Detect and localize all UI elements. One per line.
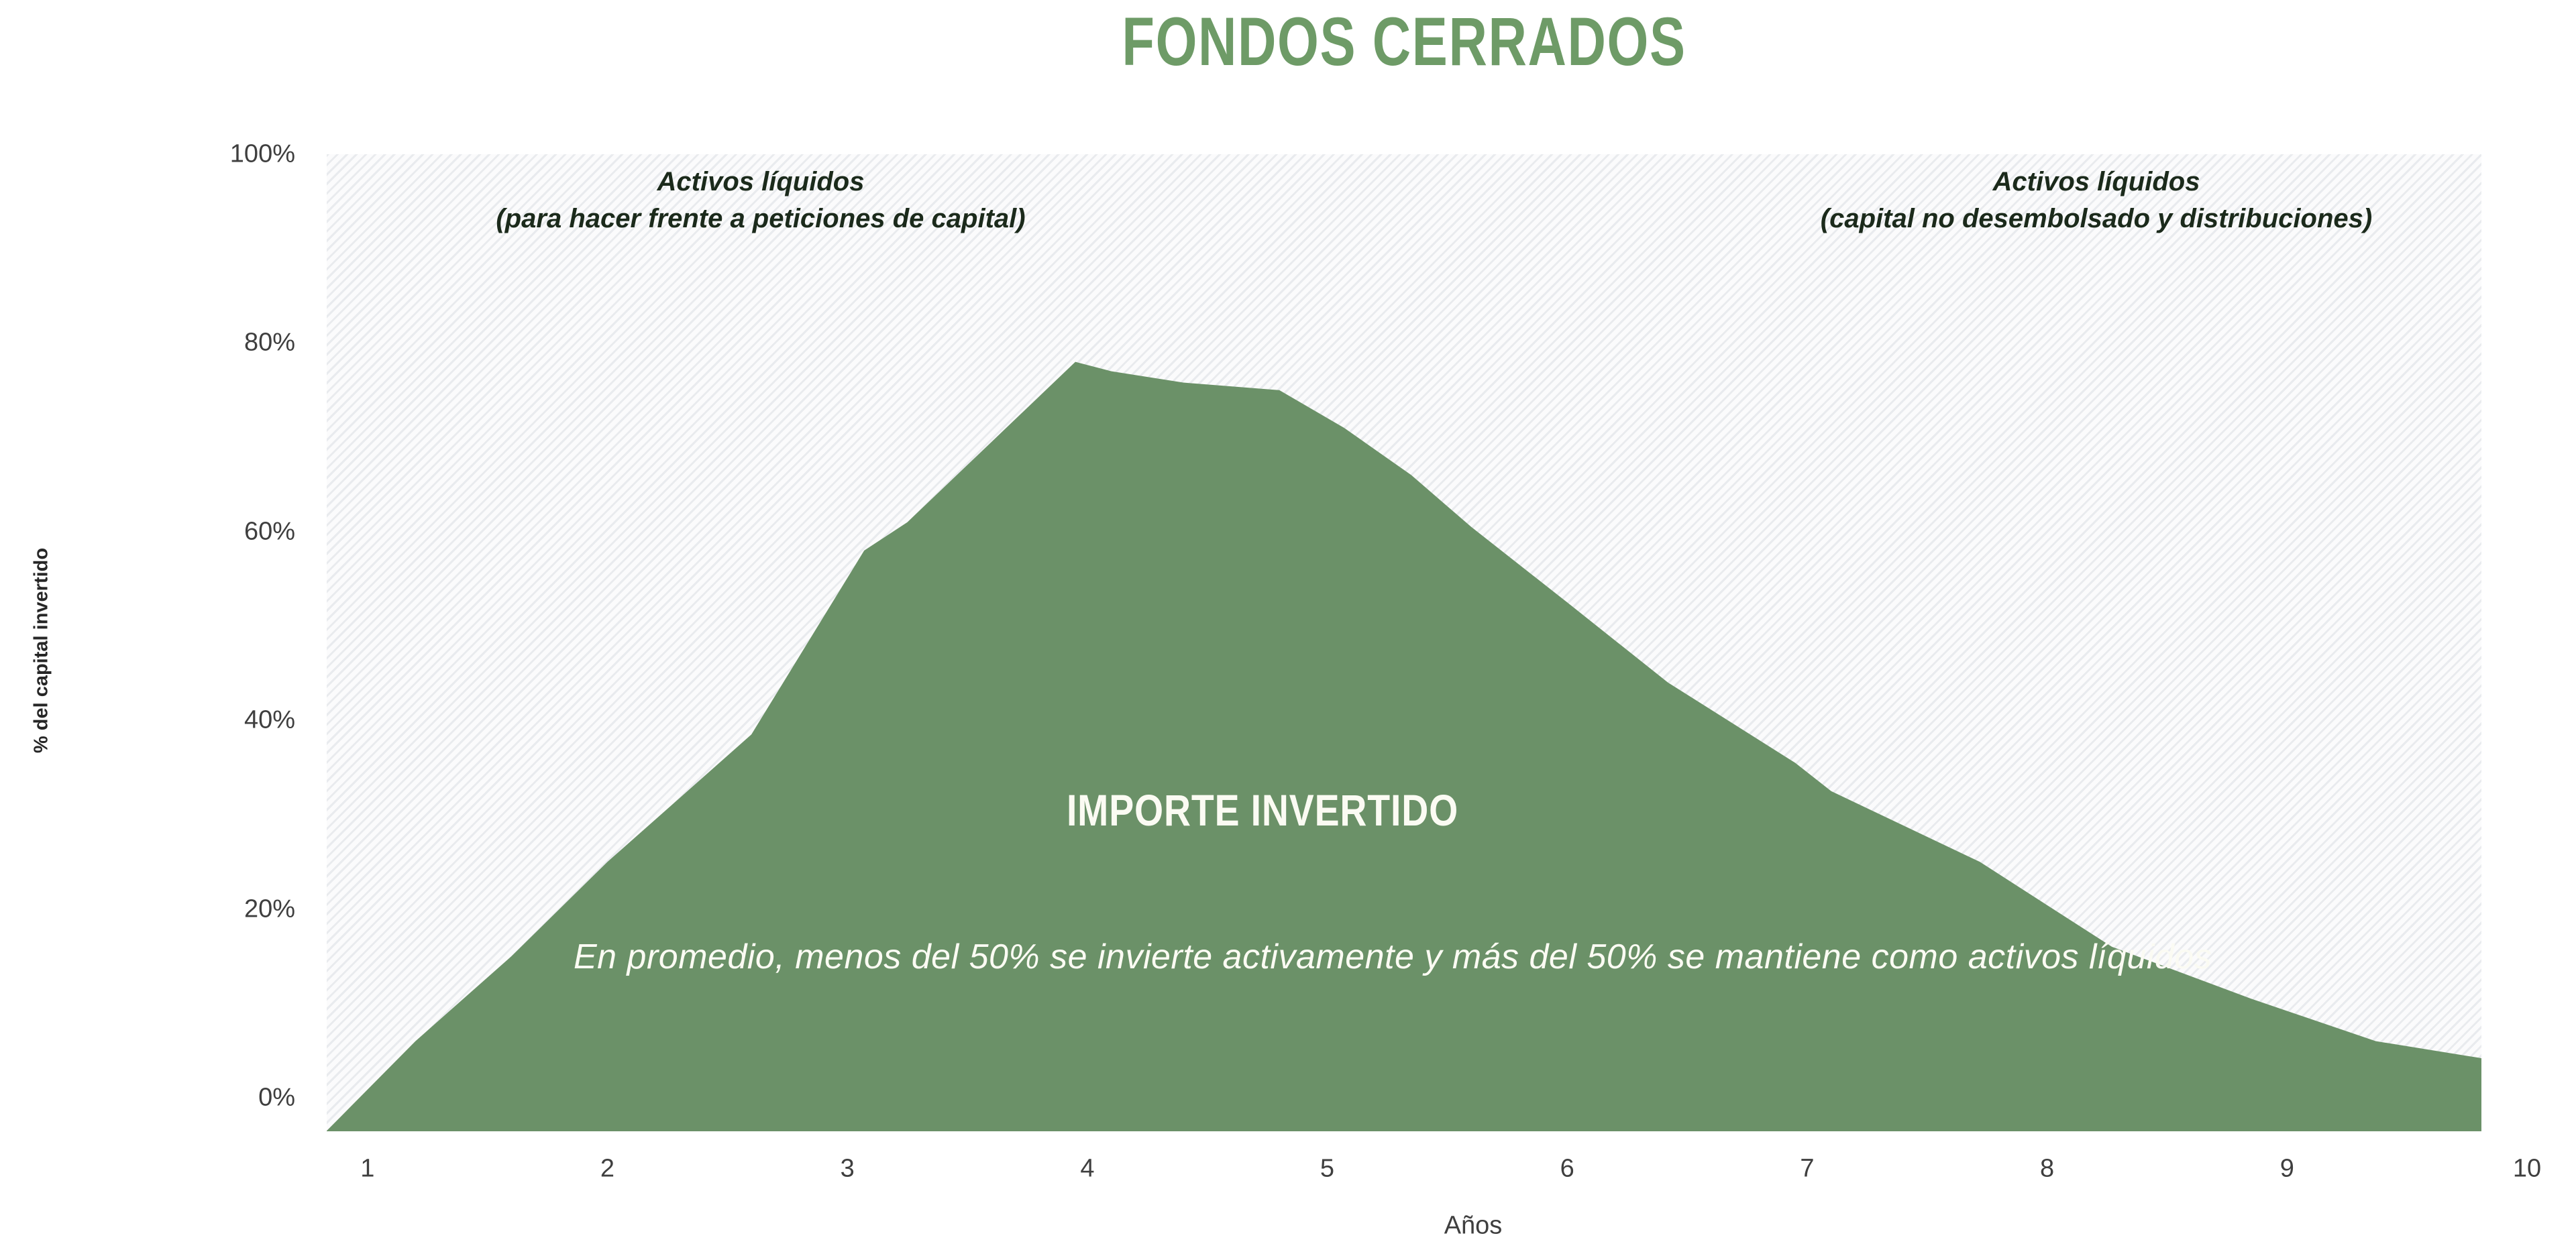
annotation-left-line1: Activos líquidos (657, 167, 865, 196)
annotation-left-line2: (para hacer frente a peticiones de capit… (496, 204, 1026, 233)
x-tick-label: 8 (2040, 1154, 2055, 1183)
annotation-liquid-assets-left: Activos líquidos (para hacer frente a pe… (496, 164, 1025, 237)
x-tick-label: 7 (1800, 1154, 1815, 1183)
chart-title: FONDOS CERRADOS (1122, 3, 1686, 80)
x-tick-label: 9 (2279, 1154, 2294, 1183)
annotation-right-line2: (capital no desembolsado y distribucione… (1820, 204, 2373, 233)
y-tick-label: 20% (244, 895, 295, 923)
y-tick-label: 80% (244, 328, 295, 357)
area-note-text: En promedio, menos del 50% se invierte a… (574, 937, 2212, 976)
invested-amount-area (327, 361, 2481, 1131)
x-tick-label: 1 (360, 1154, 375, 1183)
y-tick-label: 60% (244, 517, 295, 546)
x-tick-label: 5 (1320, 1154, 1335, 1183)
area-series-label: IMPORTE INVERTIDO (1066, 785, 1459, 835)
y-tick-label: 40% (244, 705, 295, 734)
y-axis-title: % del capital invertido (30, 547, 52, 754)
area-chart-svg (327, 361, 2481, 1131)
annotation-right-line1: Activos líquidos (1992, 167, 2200, 196)
x-tick-label: 2 (600, 1154, 615, 1183)
y-tick-label: 0% (258, 1083, 295, 1112)
x-tick-label: 3 (840, 1154, 855, 1183)
x-axis-title: Años (1444, 1211, 1503, 1240)
plot-area (327, 154, 2481, 1131)
x-tick-label: 6 (1560, 1154, 1574, 1183)
x-tick-label: 10 (2512, 1154, 2542, 1183)
annotation-liquid-assets-right: Activos líquidos (capital no desembolsad… (1821, 164, 2372, 237)
x-tick-label: 4 (1080, 1154, 1095, 1183)
y-tick-label: 100% (229, 139, 295, 168)
